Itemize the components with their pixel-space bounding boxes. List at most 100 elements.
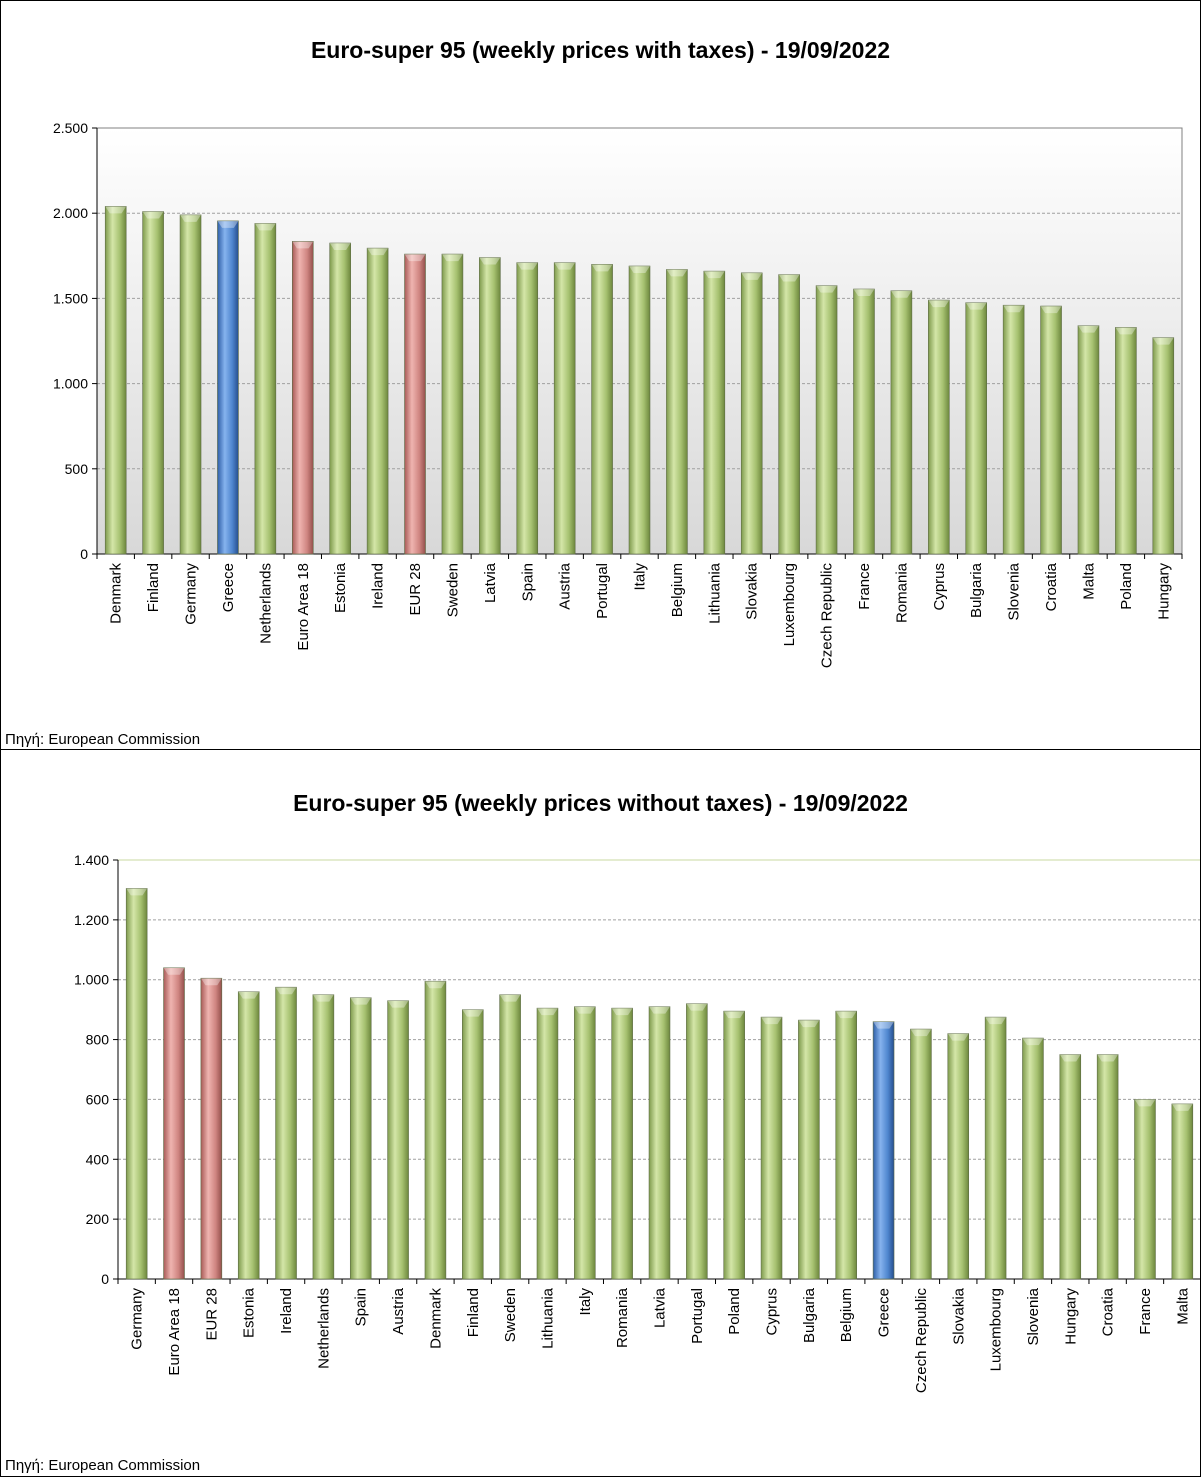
- bar-cap: [1040, 306, 1062, 314]
- bar-cap: [835, 1011, 857, 1019]
- bar: [853, 288, 875, 555]
- bar: [835, 1010, 857, 1280]
- bar-cap: [441, 254, 463, 262]
- bar: [1040, 305, 1062, 555]
- bar: [591, 264, 613, 555]
- bar-cap: [462, 1009, 484, 1017]
- bar-cap: [180, 214, 202, 222]
- bar-cap: [367, 248, 389, 256]
- bar-cap: [537, 1008, 558, 1016]
- x-category-label: Denmark: [427, 1288, 444, 1349]
- x-category-label: Netherlands: [257, 563, 274, 644]
- bar-cap: [554, 262, 576, 270]
- x-category-label: Slovakia: [744, 562, 761, 619]
- x-category-label: France: [1137, 1288, 1154, 1335]
- x-category-label: Estonia: [241, 1287, 258, 1338]
- x-category-label: Czech Republic: [913, 1288, 930, 1394]
- bar-cap: [574, 1006, 596, 1014]
- bar-cap: [516, 262, 538, 270]
- x-category-label: Austria: [557, 562, 574, 609]
- x-category-label: Malta: [1174, 1287, 1191, 1324]
- bar-cap: [591, 264, 613, 272]
- y-tick-label: 1.500: [53, 290, 88, 306]
- bar: [815, 285, 838, 555]
- x-category-label: Italy: [577, 1288, 594, 1316]
- x-category-label: Romania: [893, 562, 910, 623]
- bar-cap: [816, 285, 838, 293]
- bar: [104, 206, 127, 555]
- bar: [798, 1019, 820, 1280]
- bar-cap: [947, 1033, 969, 1041]
- bar-cap: [741, 272, 763, 280]
- x-category-label: EUR 28: [407, 563, 424, 616]
- bar-cap: [1077, 325, 1099, 333]
- x-category-label: Denmark: [108, 563, 125, 624]
- bar-cap: [1003, 305, 1025, 313]
- bar: [125, 888, 148, 1280]
- x-category-label: Hungary: [1062, 1288, 1079, 1345]
- x-category-label: Finland: [465, 1288, 482, 1337]
- x-category-label: Luxembourg: [988, 1288, 1005, 1371]
- bar-cap: [686, 1003, 708, 1011]
- x-category-label: Ireland: [370, 563, 387, 609]
- x-category-label: Lithuania: [706, 562, 723, 624]
- bar: [312, 994, 335, 1280]
- bar: [404, 253, 426, 555]
- bar: [1134, 1099, 1156, 1280]
- bar: [740, 272, 763, 555]
- bar: [142, 211, 164, 555]
- bar-cap: [105, 206, 127, 214]
- bar-cap: [126, 888, 148, 896]
- bar-cap: [275, 987, 297, 995]
- bar: [462, 1009, 484, 1280]
- bar: [200, 977, 223, 1280]
- x-category-label: Lithuania: [539, 1287, 556, 1349]
- bar-cap: [312, 994, 334, 1002]
- bar-cap: [424, 981, 446, 989]
- bar-cap: [142, 211, 164, 219]
- bar: [441, 253, 464, 555]
- x-category-label: Netherlands: [315, 1288, 332, 1369]
- bar: [237, 991, 260, 1280]
- x-category-label: Poland: [1118, 563, 1135, 610]
- x-category-label: Portugal: [689, 1288, 706, 1344]
- x-category-label: Slovenia: [1006, 562, 1023, 620]
- chart-panel-with-taxes: Euro-super 95 (weekly prices with taxes)…: [0, 0, 1201, 750]
- y-tick-label: 800: [86, 1032, 110, 1048]
- bar: [1115, 327, 1137, 555]
- bar-cap: [292, 241, 314, 249]
- bar: [536, 1007, 559, 1280]
- bar-cap: [163, 967, 185, 975]
- y-tick-label: 1.200: [74, 912, 109, 928]
- bar-cap: [853, 289, 875, 297]
- bar-cap: [1022, 1038, 1044, 1046]
- bar: [723, 1010, 745, 1280]
- bar-cap: [1152, 337, 1174, 345]
- x-category-label: Cyprus: [764, 1288, 781, 1336]
- x-category-label: Croatia: [1043, 562, 1060, 611]
- bar: [179, 214, 202, 555]
- bar: [872, 1021, 895, 1280]
- chart-title: Euro-super 95 (weekly prices with taxes)…: [310, 37, 891, 63]
- bar-cap: [200, 978, 222, 986]
- bar: [703, 270, 726, 555]
- x-category-label: Euro Area 18: [295, 563, 312, 651]
- bar-cap: [350, 997, 372, 1005]
- bar: [291, 241, 314, 555]
- y-tick-label: 2.000: [53, 205, 88, 221]
- bar: [611, 1007, 633, 1280]
- x-category-label: Sweden: [502, 1288, 519, 1342]
- x-category-label: Slovenia: [1025, 1287, 1042, 1345]
- bar-cap: [404, 254, 426, 262]
- bar-chart-with-taxes: 0 500 1.000 1.500 2.000 2.500 Denmark Finland Ge…: [53, 120, 1183, 668]
- bar: [1022, 1037, 1044, 1280]
- x-category-label: Estonia: [332, 562, 349, 613]
- y-tick-label: 0: [101, 1271, 109, 1287]
- bar-cap: [666, 269, 688, 277]
- bar-cap: [611, 1008, 633, 1016]
- x-category-label: Germany: [183, 563, 200, 625]
- bar-cap: [890, 290, 912, 298]
- bar: [499, 994, 521, 1280]
- bar: [965, 302, 988, 555]
- x-category-label: Poland: [726, 1288, 743, 1335]
